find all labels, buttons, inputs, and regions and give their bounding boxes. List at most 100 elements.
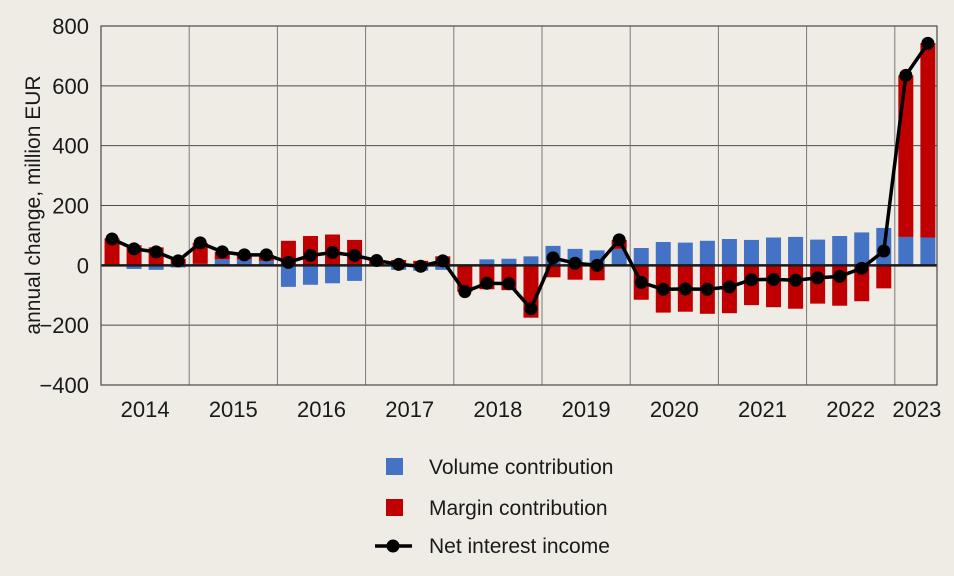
margin-bar — [788, 265, 804, 309]
volume-bar — [501, 258, 517, 266]
net-interest-income-point — [855, 261, 869, 275]
grid — [101, 25, 937, 386]
net-interest-income-point — [744, 273, 758, 287]
volume-bar — [920, 237, 936, 266]
legend-label-volume: Volume contribution — [429, 456, 613, 479]
legend-swatch-margin — [386, 499, 403, 516]
y-tick-label: −400 — [39, 373, 89, 398]
legend-marker-net-interest-income — [386, 539, 400, 553]
legend: Volume contribution Margin contribution Ne… — [375, 456, 613, 558]
net-interest-income-point — [193, 236, 207, 250]
net-interest-income-point — [546, 251, 560, 265]
margin-bar — [854, 265, 870, 302]
volume-bar — [721, 239, 737, 266]
volume-bar — [302, 265, 318, 285]
legend-label-margin: Margin contribution — [429, 497, 608, 520]
x-tick-label: 2018 — [473, 397, 522, 422]
net-interest-income-point — [480, 276, 494, 290]
net-interest-income-point — [414, 259, 428, 273]
margin-bar — [567, 265, 583, 280]
volume-bar — [479, 259, 495, 266]
y-tick-label: 0 — [77, 253, 89, 278]
net-interest-income-point — [149, 245, 163, 259]
net-interest-income-point — [127, 242, 141, 256]
net-interest-income-point — [392, 257, 406, 271]
volume-bar — [699, 240, 715, 266]
net-interest-income-line — [111, 42, 930, 311]
net-interest-income-point — [348, 248, 362, 262]
volume-bar — [280, 265, 296, 287]
x-tick-label: 2015 — [209, 397, 258, 422]
volume-bar — [677, 242, 693, 266]
x-tick-label: 2017 — [385, 397, 434, 422]
net-interest-income-point — [568, 256, 582, 270]
net-interest-income-point — [237, 248, 251, 262]
volume-bar — [148, 265, 164, 270]
volume-bar — [325, 265, 341, 284]
volume-bar — [810, 239, 826, 266]
margin-bar — [898, 75, 914, 237]
plot-border — [100, 25, 938, 386]
volume-bar — [214, 259, 230, 266]
net-interest-income-point — [700, 282, 714, 296]
y-tick-label: 600 — [52, 74, 89, 99]
net-interest-income-point — [612, 233, 626, 247]
legend-label-net-interest-income: Net interest income — [429, 535, 610, 558]
x-tick-label: 2020 — [650, 397, 699, 422]
net-interest-income-point — [502, 277, 516, 291]
net-interest-income-point — [811, 271, 825, 285]
net-interest-income-point — [215, 245, 229, 259]
net-interest-income-point — [458, 285, 472, 299]
axes: 800 600 400 200 0 −200 −400 2014 2015 2016 2017 201… — [39, 14, 941, 422]
x-tick-label: 2022 — [826, 397, 875, 422]
volume-bar — [347, 265, 363, 281]
bars — [104, 43, 936, 318]
net-interest-income-point — [722, 280, 736, 294]
net-interest-income-line-group — [105, 36, 935, 316]
net-interest-income-point — [281, 255, 295, 269]
x-tick-label: 2014 — [121, 397, 170, 422]
net-interest-income-point — [921, 36, 935, 50]
volume-bar — [766, 237, 782, 266]
y-tick-label: 200 — [52, 194, 89, 219]
net-interest-income-point — [634, 275, 648, 289]
net-interest-income-point — [767, 272, 781, 286]
net-interest-income-point — [326, 245, 340, 259]
margin-bar — [104, 238, 120, 265]
margin-bar — [545, 265, 561, 278]
x-tick-label: 2019 — [562, 397, 611, 422]
volume-bar — [898, 236, 914, 266]
volume-bar — [854, 232, 870, 266]
volume-bar — [435, 265, 451, 270]
net-interest-income-point — [789, 273, 803, 287]
margin-bar — [920, 43, 936, 238]
net-interest-income-point — [899, 68, 913, 82]
y-tick-label: 400 — [52, 134, 89, 159]
y-tick-label: 800 — [52, 14, 89, 39]
margin-bar — [810, 265, 826, 304]
legend-swatch-volume — [386, 458, 403, 475]
volume-bar — [743, 239, 759, 266]
net-interest-income-point — [833, 269, 847, 283]
y-tick-label: −200 — [39, 313, 89, 338]
volume-bar — [832, 236, 848, 266]
net-interest-income-point — [105, 232, 119, 246]
x-tick-label: 2016 — [297, 397, 346, 422]
x-tick-label: 2023 — [892, 397, 941, 422]
net-interest-income-point — [656, 282, 670, 296]
net-interest-income-point — [877, 244, 891, 258]
net-interest-income-point — [171, 254, 185, 268]
volume-bar — [655, 241, 671, 266]
volume-bar — [258, 260, 274, 266]
volume-bar — [611, 248, 627, 266]
x-tick-label: 2021 — [738, 397, 787, 422]
y-axis-label: annual change, million EUR — [22, 75, 45, 334]
volume-bar — [788, 236, 804, 266]
net-interest-income-point — [678, 282, 692, 296]
net-interest-income-point — [524, 302, 538, 316]
net-interest-income-point — [590, 258, 604, 272]
net-interest-income-point — [259, 248, 273, 262]
net-interest-income-point — [370, 254, 384, 268]
margin-bar — [766, 265, 782, 308]
